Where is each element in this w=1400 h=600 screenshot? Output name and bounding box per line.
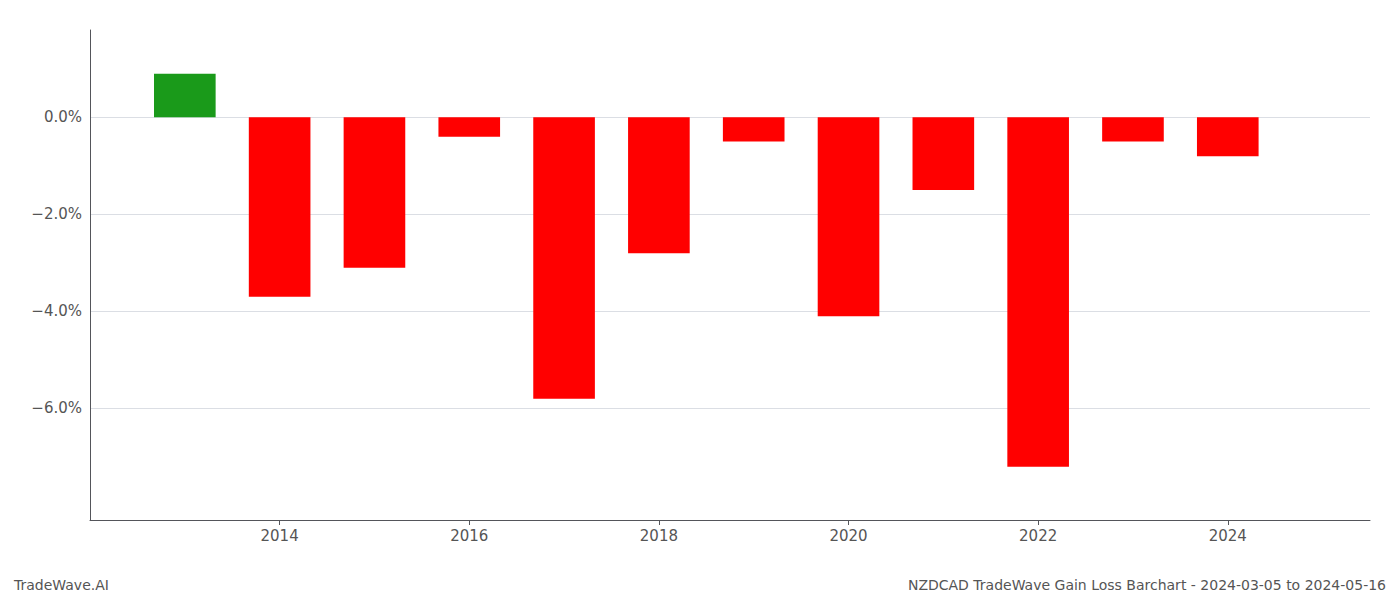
svg-text:2016: 2016 [450,527,488,545]
svg-text:2014: 2014 [261,527,299,545]
svg-text:0.0%: 0.0% [44,108,82,126]
svg-text:2022: 2022 [1019,527,1057,545]
svg-text:2020: 2020 [829,527,867,545]
svg-text:NZDCAD TradeWave Gain Loss Bar: NZDCAD TradeWave Gain Loss Barchart - 20… [908,577,1386,593]
svg-text:−4.0%: −4.0% [31,302,82,320]
svg-text:2018: 2018 [640,527,678,545]
svg-text:2024: 2024 [1209,527,1247,545]
svg-text:TradeWave.AI: TradeWave.AI [13,577,109,593]
svg-text:−2.0%: −2.0% [31,205,82,223]
svg-text:−6.0%: −6.0% [31,399,82,417]
